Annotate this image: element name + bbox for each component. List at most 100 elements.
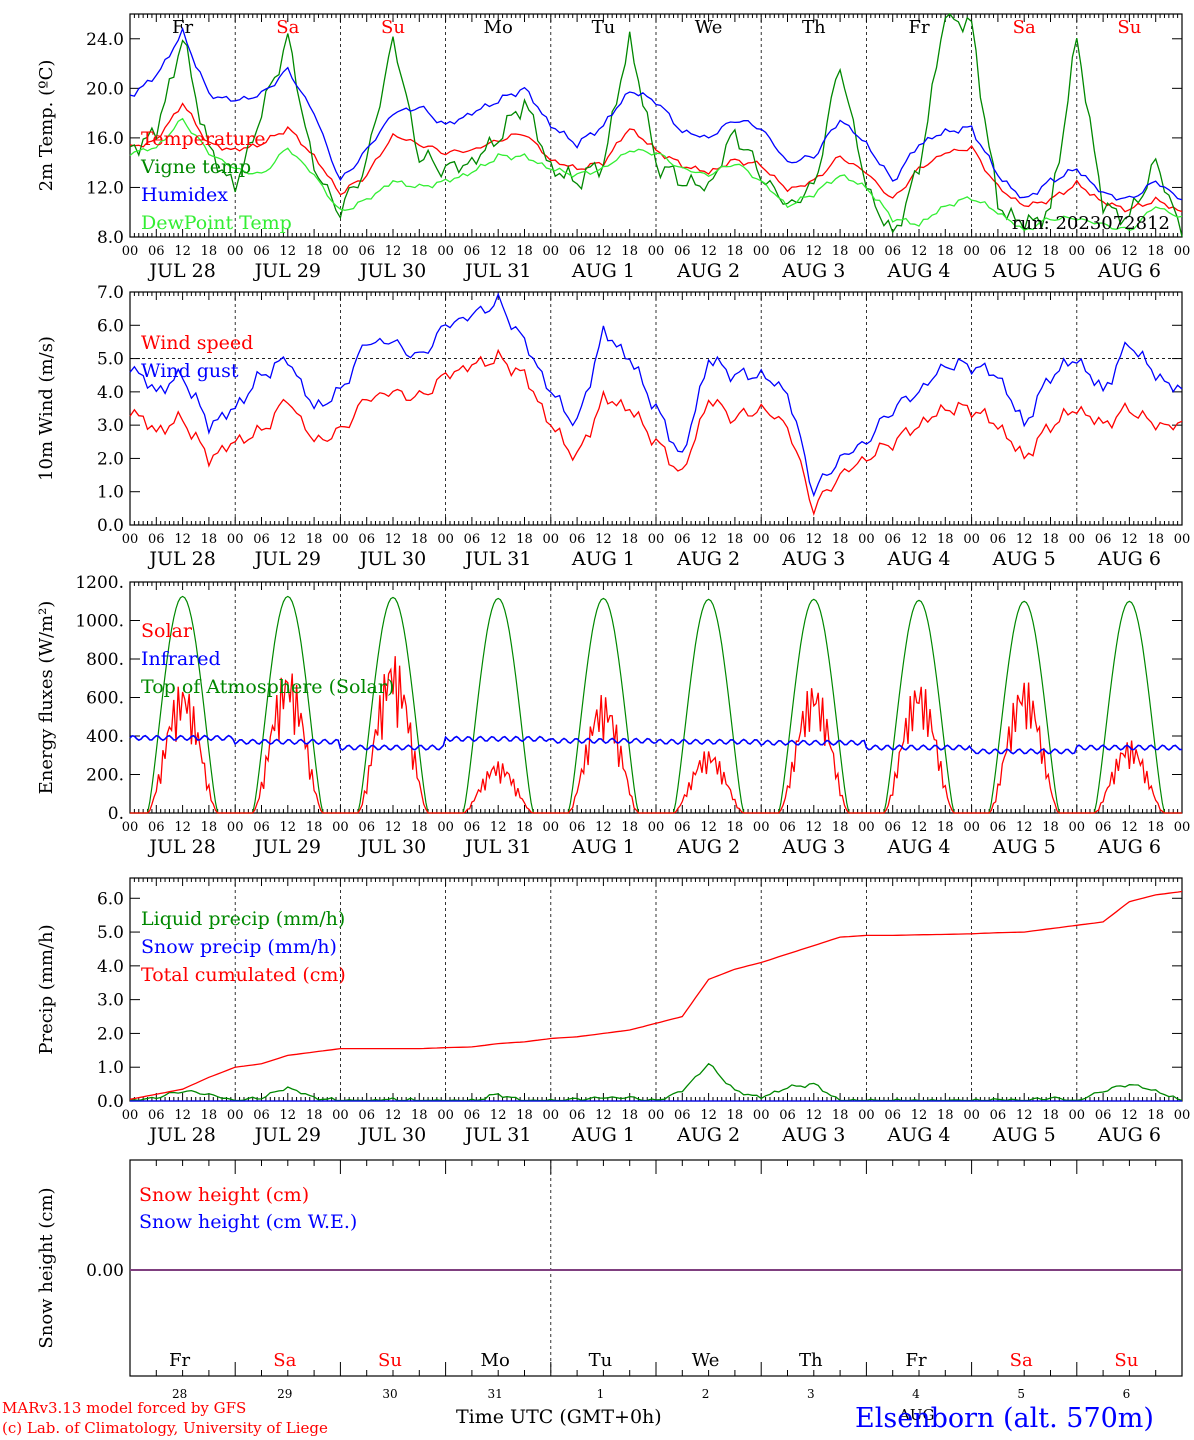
hour-label: 12 (595, 532, 612, 547)
date-label: AUG 5 (992, 1124, 1056, 1146)
hour-label: 18 (306, 1108, 323, 1123)
hour-label: 06 (674, 1108, 691, 1123)
hour-label: 00 (227, 532, 244, 547)
hour-label: 00 (332, 532, 349, 547)
hour-label: 12 (385, 1108, 402, 1123)
hour-label: 06 (990, 1108, 1007, 1123)
hour-label: 12 (700, 820, 717, 835)
hour-label: 12 (490, 820, 507, 835)
legend-entry: Snow precip (mm/h) (141, 936, 337, 958)
series-line (129, 117, 1183, 232)
hour-label: 18 (1147, 1108, 1164, 1123)
hour-label: 12 (174, 1108, 191, 1123)
legend-entry: Vigne temp (140, 156, 251, 178)
day-of-week-label: Th (799, 1350, 823, 1371)
date-label: JUL 28 (147, 548, 215, 570)
hour-label: 00 (1174, 244, 1191, 259)
date-label: AUG 5 (992, 548, 1056, 570)
legend-entry: Snow height (cm W.E.) (139, 1211, 357, 1233)
hour-label: 18 (937, 1108, 954, 1123)
hour-label: 06 (569, 1108, 586, 1123)
hour-label: 18 (411, 820, 428, 835)
hour-label: 06 (148, 532, 165, 547)
hour-label: 00 (332, 244, 349, 259)
hour-label: 12 (490, 244, 507, 259)
y-axis-title: Snow height (cm) (36, 1187, 57, 1348)
hour-label: 00 (437, 532, 454, 547)
hour-label: 12 (280, 532, 297, 547)
hour-label: 06 (464, 1108, 481, 1123)
day-number-label: 28 (172, 1387, 187, 1401)
y-tick-label: 4.0 (97, 957, 124, 977)
hour-label: 18 (937, 532, 954, 547)
hour-label: 06 (1095, 532, 1112, 547)
hour-label: 06 (779, 532, 796, 547)
hour-label: 00 (543, 532, 560, 547)
date-label: AUG 5 (992, 836, 1056, 858)
hour-label: 12 (280, 820, 297, 835)
hour-label: 12 (595, 244, 612, 259)
day-number-label: 4 (912, 1387, 920, 1401)
day-of-week-label: Mo (481, 1350, 510, 1371)
hour-label: 00 (1069, 244, 1086, 259)
hour-label: 00 (543, 244, 560, 259)
y-tick-label: 800. (86, 650, 124, 670)
date-label: JUL 30 (358, 548, 426, 570)
hour-label: 06 (884, 820, 901, 835)
date-label: JUL 29 (253, 260, 321, 282)
date-label: AUG 2 (676, 260, 740, 282)
hour-label: 00 (543, 1108, 560, 1123)
hour-label: 06 (1095, 1108, 1112, 1123)
day-number-label: 1 (597, 1387, 605, 1401)
legend-entry: Solar (141, 620, 193, 642)
hour-label: 18 (1147, 532, 1164, 547)
legend-entry: Snow height (cm) (139, 1184, 309, 1206)
hour-label: 00 (227, 820, 244, 835)
month-label-bottom: AUG (899, 1406, 935, 1424)
hour-label: 06 (990, 244, 1007, 259)
y-tick-label: 1.0 (97, 483, 124, 503)
y-tick-label: 3.0 (97, 416, 124, 436)
hour-label: 06 (253, 244, 270, 259)
hour-label: 12 (1016, 532, 1033, 547)
hour-label: 00 (1069, 532, 1086, 547)
legend-entry: Total cumulated (cm) (141, 964, 346, 986)
date-label: AUG 3 (781, 548, 845, 570)
hour-label: 00 (963, 244, 980, 259)
hour-label: 12 (806, 1108, 823, 1123)
hour-label: 18 (621, 244, 638, 259)
date-label: AUG 4 (886, 548, 950, 570)
y-axis-title: 2m Temp. (ºC) (36, 60, 57, 192)
x-axis-title: Time UTC (GMT+0h) (456, 1406, 662, 1428)
hour-label: 12 (385, 820, 402, 835)
hour-label: 00 (122, 244, 139, 259)
hour-label: 06 (464, 532, 481, 547)
hour-label: 18 (727, 1108, 744, 1123)
run-label: run: 2023072812 (1012, 213, 1170, 234)
y-tick-label: 7.0 (97, 283, 124, 303)
legend-entry: Humidex (141, 184, 228, 206)
hour-label: 00 (648, 1108, 665, 1123)
hour-label: 00 (1069, 1108, 1086, 1123)
day-of-week-label: Fr (169, 1350, 190, 1371)
y-tick-label: 6.0 (97, 889, 124, 909)
hour-label: 12 (385, 244, 402, 259)
day-of-week-label: We (692, 1350, 720, 1371)
hour-label: 06 (358, 820, 375, 835)
hour-label: 18 (516, 244, 533, 259)
station-name: Elsenborn (alt. 570m) (855, 1403, 1154, 1434)
hour-label: 12 (700, 244, 717, 259)
hour-label: 06 (569, 820, 586, 835)
hour-label: 18 (201, 820, 218, 835)
hour-label: 00 (1174, 820, 1191, 835)
hour-label: 12 (700, 532, 717, 547)
hour-label: 06 (674, 532, 691, 547)
y-tick-label: 200. (86, 766, 124, 786)
hour-label: 18 (832, 1108, 849, 1123)
hour-label: 06 (674, 820, 691, 835)
y-tick-label: 1.0 (97, 1058, 124, 1078)
date-label: AUG 4 (886, 260, 950, 282)
hour-label: 06 (358, 532, 375, 547)
y-tick-label: 6.0 (97, 316, 124, 336)
day-of-week-label: Sa (273, 1350, 296, 1371)
